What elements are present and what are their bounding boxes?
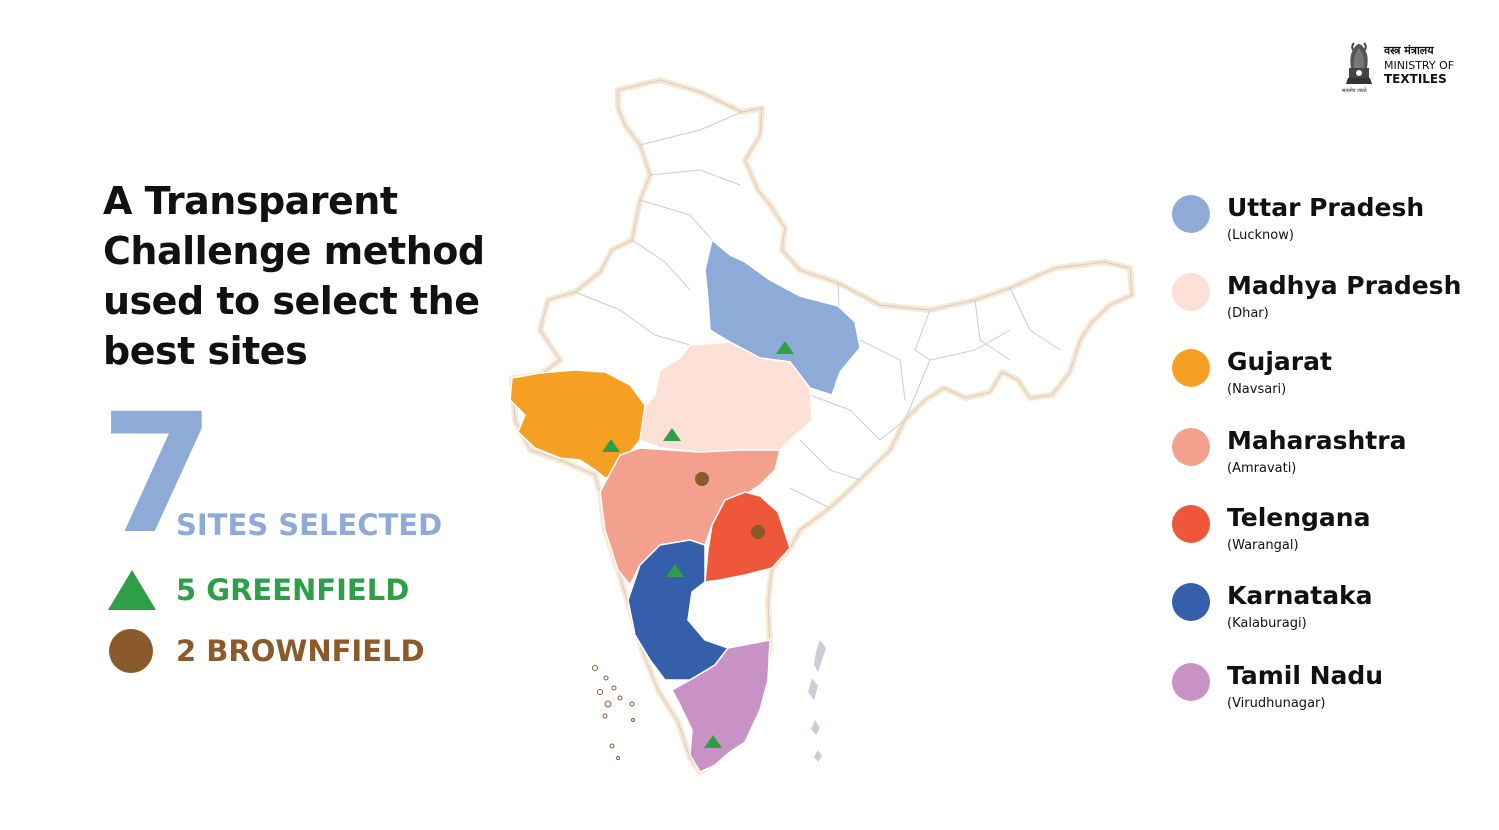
legend-state-name: Telengana [1227, 503, 1371, 532]
legend-state-name: Karnataka [1227, 581, 1373, 610]
india-map [509, 77, 1135, 775]
marker-telengana [751, 525, 765, 539]
legend-swatch [1172, 273, 1210, 311]
legend-swatch [1172, 663, 1210, 701]
ministry-logo: वस्त्र मंत्रालय MINISTRY OF TEXTILES सत्… [1338, 38, 1478, 98]
legend-state-name: Uttar Pradesh [1227, 193, 1425, 222]
ministry-hindi-name: वस्त्र मंत्रालय [1384, 44, 1434, 57]
legend-item-maharashtra: Maharashtra (Amravati) [1172, 426, 1492, 486]
marker-tamil-nadu [704, 735, 722, 748]
legend-swatch [1172, 349, 1210, 387]
legend-city-name: (Amravati) [1227, 461, 1297, 476]
andaman-islands [808, 640, 826, 762]
legend-item-karnataka: Karnataka (Kalaburagi) [1172, 581, 1492, 641]
greenfield-stat: 5 GREENFIELD [106, 566, 409, 614]
state-karnataka [627, 539, 730, 681]
greenfield-label: 5 GREENFIELD [176, 573, 410, 607]
legend-swatch [1172, 583, 1210, 621]
legend-city-name: (Kalaburagi) [1227, 616, 1307, 631]
state-uttar-pradesh [704, 238, 861, 396]
legend-state-name: Maharashtra [1227, 426, 1407, 455]
marker-karnataka [666, 564, 684, 577]
state-tamil-nadu [670, 639, 771, 773]
map-markers [602, 341, 794, 748]
brownfield-label: 2 BROWNFIELD [176, 634, 425, 668]
legend-item-gujarat: Gujarat (Navsari) [1172, 347, 1492, 407]
ministry-name-line2: TEXTILES [1384, 72, 1447, 86]
lakshadweep-islands [592, 665, 635, 760]
ministry-name-line1: MINISTRY OF [1384, 59, 1455, 72]
national-emblem-icon [1346, 42, 1372, 84]
emblem-motto: सत्यमेव जयते [1342, 88, 1367, 94]
legend-item-madhya-pradesh: Madhya Pradesh (Dhar) [1172, 271, 1492, 331]
legend-state-name: Gujarat [1227, 347, 1332, 376]
legend-state-name: Tamil Nadu [1227, 661, 1384, 690]
marker-madhya-pradesh [663, 428, 681, 441]
legend-city-name: (Warangal) [1227, 538, 1299, 553]
greenfield-triangle-icon [108, 570, 156, 610]
state-borders [574, 111, 1061, 509]
legend-state-name: Madhya Pradesh [1227, 271, 1462, 300]
brownfield-circle-icon [109, 629, 153, 673]
legend-item-uttar-pradesh: Uttar Pradesh (Lucknow) [1172, 193, 1492, 253]
legend-city-name: (Dhar) [1227, 306, 1269, 321]
marker-uttar-pradesh [776, 341, 794, 354]
legend-city-name: (Lucknow) [1227, 228, 1294, 243]
legend-city-name: (Navsari) [1227, 382, 1287, 397]
state-telangana [704, 491, 791, 583]
legend-swatch [1172, 505, 1210, 543]
total-sites-number: 7 [100, 378, 215, 570]
legend-item-tamil-nadu: Tamil Nadu (Virudhunagar) [1172, 661, 1492, 721]
sites-selected-label: SITES SELECTED [176, 508, 443, 542]
marker-maharashtra [695, 472, 709, 486]
legend-item-telengana: Telengana (Warangal) [1172, 503, 1492, 563]
brownfield-stat: 2 BROWNFIELD [106, 627, 425, 675]
legend-city-name: (Virudhunagar) [1227, 696, 1326, 711]
marker-gujarat [602, 439, 620, 452]
legend-swatch [1172, 195, 1210, 233]
page-title: A Transparent Challenge method used to s… [103, 179, 485, 373]
legend-swatch [1172, 428, 1210, 466]
